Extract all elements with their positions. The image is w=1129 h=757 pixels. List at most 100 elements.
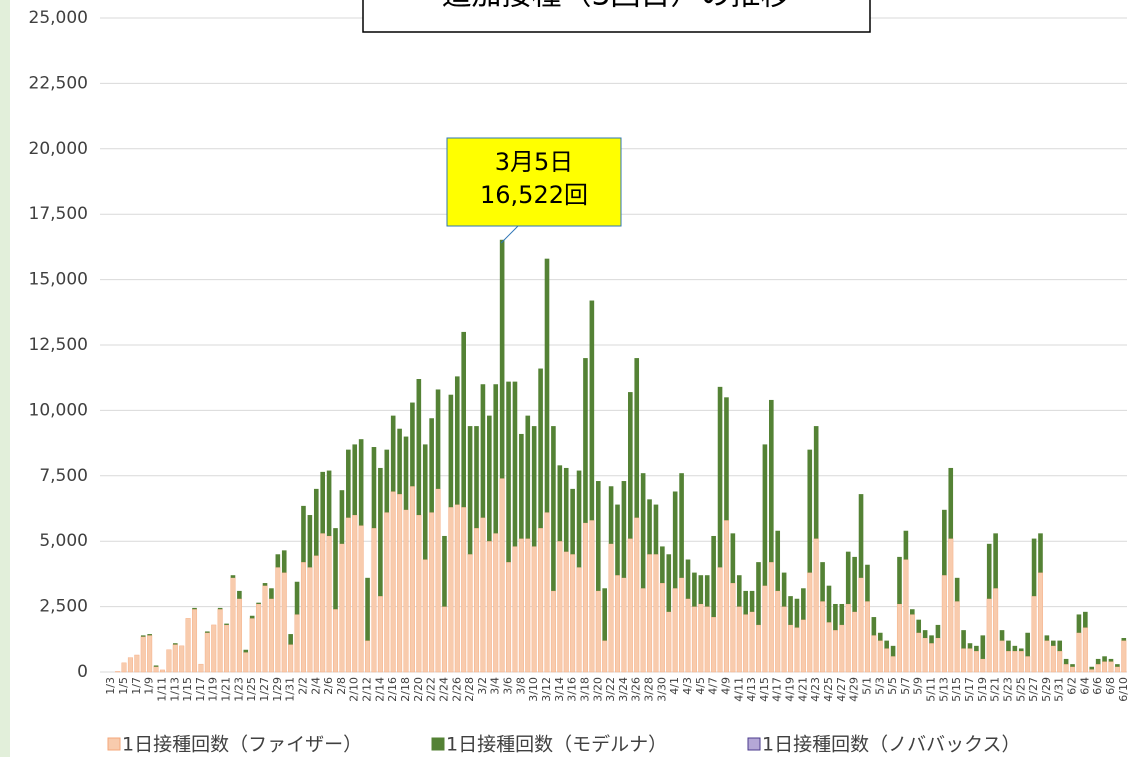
bar-segment bbox=[582, 522, 588, 673]
x-tick-label: 2/28 bbox=[463, 677, 476, 702]
bar-segment bbox=[538, 527, 544, 673]
bar-segment bbox=[442, 535, 447, 607]
title-box bbox=[362, 0, 871, 33]
bar-segment bbox=[948, 467, 954, 539]
bar-segment bbox=[307, 567, 313, 673]
bar-segment bbox=[877, 640, 883, 673]
bar-segment bbox=[249, 615, 255, 619]
bar-segment bbox=[608, 486, 614, 544]
bar-segment bbox=[409, 486, 415, 673]
bar-segment bbox=[217, 607, 223, 610]
bar-segment bbox=[1005, 650, 1011, 673]
bar-segment bbox=[999, 630, 1005, 641]
bar-segment bbox=[365, 640, 371, 673]
y-tick-label: 5,000 bbox=[39, 531, 88, 551]
x-tick-label: 3/28 bbox=[643, 677, 656, 702]
bar-segment bbox=[1038, 533, 1043, 573]
bar-segment bbox=[608, 543, 614, 673]
x-tick-label: 2/20 bbox=[412, 677, 425, 702]
x-tick-label: 1/29 bbox=[271, 677, 284, 702]
x-tick-label: 3/4 bbox=[489, 677, 502, 695]
bar-segment bbox=[820, 562, 825, 602]
bar-segment bbox=[871, 617, 877, 636]
bar-segment bbox=[672, 588, 678, 673]
bar-segment bbox=[916, 619, 922, 633]
y-tick-label: 10,000 bbox=[29, 400, 88, 420]
bar-segment bbox=[909, 609, 915, 615]
bar-segment bbox=[448, 506, 454, 673]
bar-segment bbox=[993, 588, 999, 673]
bar-segment bbox=[736, 606, 742, 673]
bar-segment bbox=[717, 567, 723, 673]
bar-segment bbox=[1025, 656, 1031, 673]
x-tick-label: 5/13 bbox=[937, 677, 950, 702]
bar-segment bbox=[371, 447, 377, 529]
y-tick-label: 0 bbox=[77, 662, 88, 682]
bar-segment bbox=[346, 449, 351, 518]
x-tick-label: 3/20 bbox=[591, 677, 604, 702]
x-tick-label: 1/13 bbox=[168, 677, 181, 702]
x-tick-label: 2/22 bbox=[425, 677, 438, 702]
bar-segment bbox=[236, 598, 242, 673]
bar-segment bbox=[1050, 640, 1056, 646]
bar-segment bbox=[653, 554, 659, 673]
bar-segment bbox=[1044, 635, 1050, 641]
bar-segment bbox=[627, 538, 633, 673]
x-tick-label: 1/9 bbox=[143, 677, 156, 695]
x-tick-label: 2/14 bbox=[373, 677, 386, 702]
bar-segment bbox=[781, 572, 787, 607]
x-tick-label: 4/27 bbox=[835, 677, 848, 702]
x-tick-label: 4/11 bbox=[732, 677, 745, 702]
x-tick-label: 3/22 bbox=[604, 677, 617, 702]
bar-segment bbox=[685, 559, 691, 599]
bar-segment bbox=[576, 567, 582, 673]
bar-segment bbox=[1121, 640, 1127, 673]
bar-segment bbox=[1114, 666, 1120, 673]
legend-swatch bbox=[747, 737, 761, 751]
bar-segment bbox=[666, 554, 672, 612]
bar-segment bbox=[467, 426, 473, 555]
bar-segment bbox=[884, 648, 890, 673]
bar-segment bbox=[724, 397, 729, 521]
bar-segment bbox=[788, 596, 793, 625]
x-tick-label: 6/4 bbox=[1078, 677, 1091, 695]
bar-segment bbox=[326, 470, 332, 536]
bar-segment bbox=[307, 515, 313, 568]
bar-segment bbox=[429, 512, 435, 673]
bar-segment bbox=[768, 561, 774, 673]
bar-segment bbox=[127, 657, 133, 673]
bar-segment bbox=[1057, 640, 1063, 652]
bar-segment bbox=[717, 386, 723, 568]
bar-segment bbox=[614, 575, 621, 673]
bar-segment bbox=[621, 481, 627, 578]
bar-segment bbox=[256, 602, 261, 604]
bar-segment bbox=[743, 614, 749, 673]
x-tick-label: 1/5 bbox=[117, 677, 130, 695]
bar-segment bbox=[345, 517, 351, 673]
y-tick-label: 12,500 bbox=[29, 335, 88, 355]
bar-segment bbox=[1082, 627, 1088, 673]
bar-segment bbox=[711, 616, 717, 673]
bar-segment bbox=[525, 415, 531, 539]
x-tick-label: 4/7 bbox=[707, 677, 720, 695]
bar-segment bbox=[422, 559, 428, 673]
y-tick-label: 7,500 bbox=[39, 466, 88, 486]
bar-segment bbox=[550, 590, 556, 673]
legend-swatch bbox=[107, 737, 121, 751]
bar-segment bbox=[237, 590, 242, 599]
bar-segment bbox=[903, 559, 909, 673]
x-tick-label: 5/31 bbox=[1053, 677, 1066, 702]
bar-segment bbox=[256, 603, 262, 673]
bar-segment bbox=[961, 630, 966, 649]
bar-segment bbox=[1031, 595, 1037, 673]
bar-segment bbox=[134, 654, 140, 673]
bar-segment bbox=[300, 561, 306, 673]
bar-segment bbox=[339, 543, 345, 673]
x-tick-label: 4/23 bbox=[809, 677, 822, 702]
x-tick-label: 6/2 bbox=[1066, 677, 1079, 695]
bar-segment bbox=[916, 632, 922, 673]
bar-segment bbox=[730, 582, 736, 673]
bar-segment bbox=[499, 478, 505, 673]
bar-segment bbox=[660, 546, 665, 584]
bar-segment bbox=[807, 572, 813, 673]
